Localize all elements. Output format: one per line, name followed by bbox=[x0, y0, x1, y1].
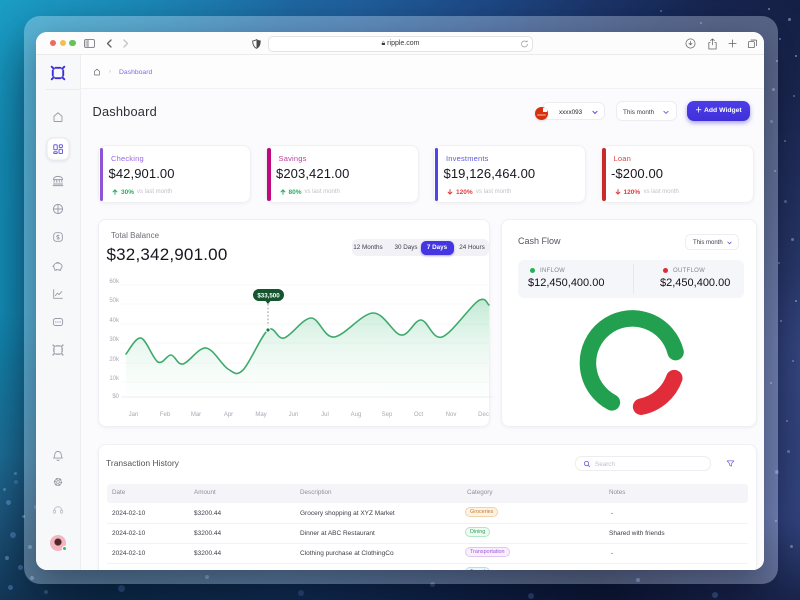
svg-text:$33,500: $33,500 bbox=[257, 293, 280, 300]
